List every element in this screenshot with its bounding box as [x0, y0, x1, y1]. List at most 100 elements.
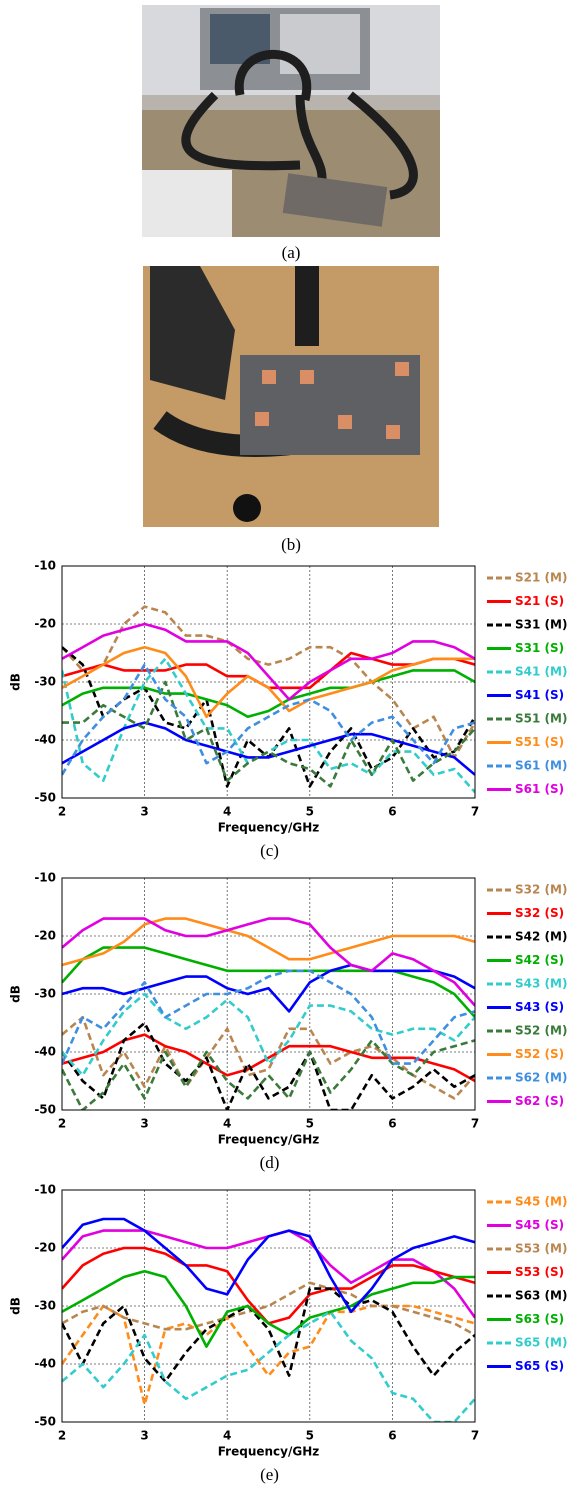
series-line: [62, 1039, 475, 1110]
series-line: [62, 917, 475, 967]
chart-caption: (c): [260, 841, 279, 860]
legend-label: S43 (M): [515, 977, 567, 991]
x-tick-label: 5: [306, 805, 314, 819]
y-axis-title: dB: [9, 1297, 23, 1315]
series-line: [62, 1287, 475, 1383]
x-tick-label: 7: [471, 805, 479, 819]
x-tick-label: 5: [306, 1429, 314, 1443]
legend-label: S62 (M): [515, 1071, 567, 1085]
plot-frame: [61, 565, 476, 799]
x-axis-title: Frequency/GHz: [218, 821, 320, 835]
legend-label: S62 (S): [515, 1094, 564, 1108]
y-tick-label: -20: [34, 929, 56, 943]
y-tick-label: -30: [34, 675, 56, 689]
series-line: [62, 657, 475, 794]
x-tick-label: 6: [388, 805, 396, 819]
y-tick-label: -40: [34, 733, 56, 747]
legend-label: S61 (S): [515, 782, 564, 796]
plot-frame: [61, 877, 476, 1111]
x-tick-label: 2: [58, 1429, 66, 1443]
series-line: [62, 1304, 475, 1406]
series-line: [62, 622, 475, 701]
plot-frame: [61, 1189, 476, 1423]
series-line: [62, 969, 475, 1065]
y-axis-title: dB: [9, 985, 23, 1003]
legend-label: S31 (S): [515, 641, 564, 655]
legend-label: S21 (M): [515, 571, 567, 585]
legend-label: S65 (S): [515, 1359, 564, 1373]
y-tick-label: -40: [34, 1045, 56, 1059]
legend-label: S63 (M): [515, 1289, 567, 1303]
photo-b: [143, 266, 439, 527]
x-tick-label: 3: [140, 805, 148, 819]
legend-label: S61 (M): [515, 759, 567, 773]
series-line: [62, 1229, 475, 1319]
series-line: [62, 963, 475, 1013]
series-line: [62, 992, 475, 1077]
chart-caption: (d): [260, 1153, 280, 1172]
y-tick-label: -50: [34, 1103, 56, 1117]
series-line: [62, 1015, 475, 1100]
x-tick-label: 3: [140, 1117, 148, 1131]
x-tick-label: 7: [471, 1429, 479, 1443]
series-line: [62, 1021, 475, 1110]
photo-caption: (a): [282, 243, 301, 262]
series-line: [62, 1281, 475, 1337]
legend-label: S42 (M): [515, 930, 567, 944]
series-line: [62, 721, 475, 776]
legend-label: S21 (S): [515, 594, 564, 608]
y-tick-label: -30: [34, 1299, 56, 1313]
series-line: [62, 917, 475, 1007]
y-tick-label: -50: [34, 791, 56, 805]
x-tick-label: 2: [58, 1117, 66, 1131]
y-tick-label: -50: [34, 1415, 56, 1429]
legend-label: S32 (S): [515, 906, 564, 920]
photo-a: [142, 5, 440, 237]
y-tick-label: -40: [34, 1357, 56, 1371]
y-tick-label: -20: [34, 1241, 56, 1255]
x-tick-label: 4: [223, 1429, 231, 1443]
series-line: [62, 1269, 475, 1348]
legend-label: S41 (S): [515, 688, 564, 702]
y-tick-label: -10: [34, 559, 56, 573]
x-tick-label: 2: [58, 805, 66, 819]
legend-label: S45 (M): [515, 1195, 567, 1209]
legend-label: S65 (M): [515, 1336, 567, 1350]
series-line: [62, 1033, 475, 1083]
x-tick-label: 5: [306, 1117, 314, 1131]
y-tick-label: -10: [34, 871, 56, 885]
x-tick-label: 7: [471, 1117, 479, 1131]
series-line: [62, 1217, 475, 1314]
y-tick-label: -20: [34, 617, 56, 631]
series-line: [62, 1310, 475, 1422]
legend-label: S63 (S): [515, 1312, 564, 1326]
chart-caption: (e): [260, 1465, 279, 1484]
series-line: [62, 605, 475, 759]
x-tick-label: 6: [388, 1117, 396, 1131]
series-line: [62, 663, 475, 776]
legend-label: S53 (M): [515, 1242, 567, 1256]
legend-label: S43 (S): [515, 1000, 564, 1014]
legend-label: S51 (M): [515, 712, 567, 726]
x-tick-label: 4: [223, 805, 231, 819]
legend-label: S52 (S): [515, 1047, 564, 1061]
x-tick-label: 6: [388, 1429, 396, 1443]
y-tick-label: -30: [34, 987, 56, 1001]
legend-label: S52 (M): [515, 1024, 567, 1038]
legend-label: S45 (S): [515, 1218, 564, 1232]
legend-label: S42 (S): [515, 953, 564, 967]
x-axis-title: Frequency/GHz: [218, 1445, 320, 1459]
y-tick-label: -10: [34, 1183, 56, 1197]
series-line: [62, 645, 475, 719]
legend-label: S41 (M): [515, 665, 567, 679]
legend-label: S51 (S): [515, 735, 564, 749]
photo-caption: (b): [281, 535, 301, 554]
x-axis-title: Frequency/GHz: [218, 1133, 320, 1147]
x-tick-label: 4: [223, 1117, 231, 1131]
x-tick-label: 3: [140, 1429, 148, 1443]
legend-label: S32 (M): [515, 883, 567, 897]
y-axis-title: dB: [9, 673, 23, 691]
series-line: [62, 946, 475, 1019]
series-line: [62, 680, 475, 788]
